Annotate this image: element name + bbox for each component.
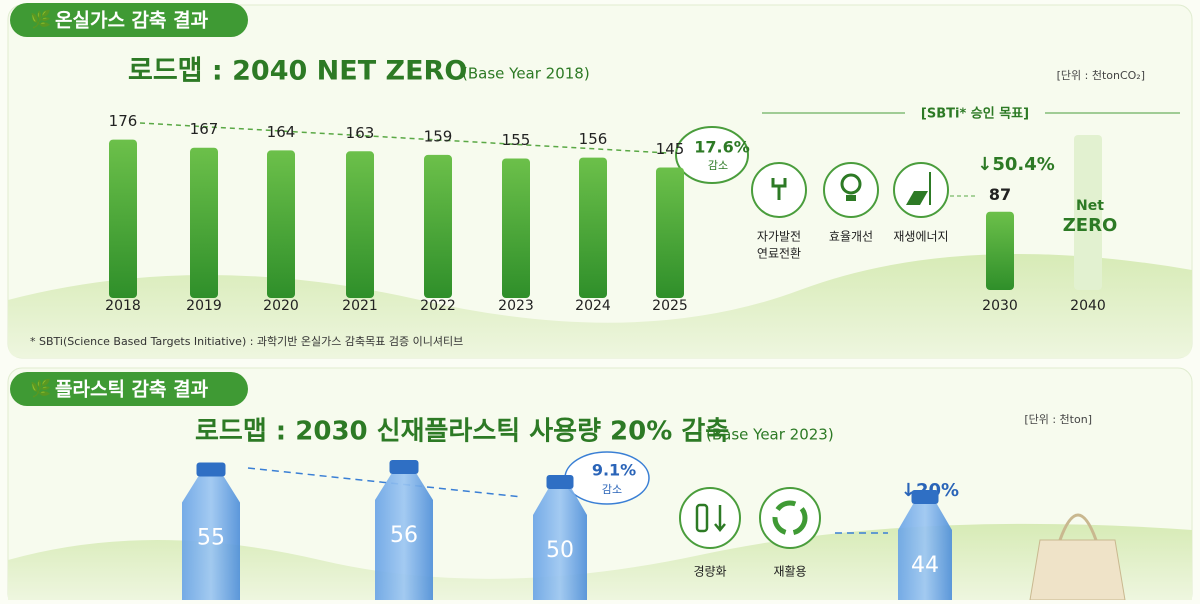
bottle-cap — [196, 462, 226, 477]
bottle — [375, 474, 433, 600]
year-label: 2025 — [652, 298, 688, 314]
bar — [656, 167, 684, 298]
year-label: 2020 — [263, 298, 299, 314]
bar — [346, 151, 374, 298]
target-change: ↓50.4% — [977, 154, 1055, 175]
value-label: 145 — [656, 140, 685, 158]
measure-label: 효율개선 — [829, 230, 873, 244]
value-label: 155 — [502, 131, 531, 149]
icon — [679, 487, 741, 549]
value-label: 163 — [346, 124, 375, 142]
icon — [823, 162, 879, 218]
bottle-value: 44 — [911, 553, 939, 578]
value-label: 159 — [424, 127, 453, 145]
measure-label: 재활용 — [773, 565, 806, 579]
base-year: (Base Year 2018) — [462, 65, 590, 83]
bag-handle — [1058, 513, 1098, 541]
unit: [단위 : 천ton] — [1024, 412, 1092, 426]
bottle-value: 56 — [390, 523, 418, 548]
bar — [502, 158, 530, 298]
bottle-cap — [911, 490, 939, 504]
measure-label: 재생에너지 — [893, 230, 948, 244]
bar — [267, 150, 295, 298]
unit: [단위 : 천tonCO₂] — [1057, 68, 1145, 82]
year-label: 2040 — [1070, 298, 1106, 314]
bottle-value: 50 — [546, 538, 574, 563]
icon-bulb — [846, 195, 856, 201]
icon-bulb — [840, 173, 862, 195]
leaf: 🌿 — [30, 9, 51, 30]
net-zero: ZERO — [1063, 215, 1118, 236]
measure-label: 연료전환 — [757, 247, 801, 261]
target-value: 87 — [989, 185, 1011, 204]
leaf: 🌿 — [30, 378, 51, 399]
trend-arrow — [139, 122, 669, 154]
year-label: 2030 — [982, 298, 1018, 314]
icon-panel — [906, 191, 928, 205]
title: 로드맵 : 2030 신재플라스틱 사용량 20% 감축 — [195, 417, 729, 447]
bottle — [533, 489, 587, 600]
bag — [1029, 539, 1126, 601]
bar — [424, 154, 452, 298]
title: 로드맵 : 2040 NET ZERO — [128, 56, 467, 87]
sbti-title: [SBTi* 승인 목표] — [921, 106, 1029, 122]
trend-arrow — [247, 467, 523, 498]
year-label: 2019 — [186, 298, 222, 314]
badge-text: 플라스틱 감축 결과 — [55, 379, 209, 401]
value-label: 176 — [109, 112, 138, 130]
year-label: 2018 — [105, 298, 141, 314]
bottle — [182, 476, 240, 600]
icon-arrow — [714, 505, 726, 532]
measure-label: 경량화 — [693, 565, 726, 579]
callout — [675, 126, 749, 184]
badge — [10, 372, 248, 406]
reduction-pct: 9.1% — [592, 461, 636, 480]
icon — [759, 487, 821, 549]
bar — [579, 157, 607, 298]
net-zero-bar — [1074, 135, 1102, 290]
hills — [8, 523, 1192, 600]
bottle — [898, 504, 952, 600]
reduction-label: 감소 — [602, 483, 622, 496]
reduction-label: 감소 — [708, 159, 728, 172]
year-label: 2022 — [420, 298, 456, 314]
icon-plug — [771, 178, 787, 200]
hills — [8, 254, 1192, 358]
bottle-value: 55 — [197, 526, 225, 551]
year-label: 2021 — [342, 298, 378, 314]
target-bar — [986, 211, 1014, 290]
value-label: 167 — [190, 120, 219, 138]
net-zero: Net — [1076, 198, 1104, 214]
badge-text: 온실가스 감축 결과 — [55, 10, 209, 32]
year-label: 2023 — [498, 298, 534, 314]
icon — [893, 162, 949, 218]
bottle-cap — [546, 475, 574, 489]
value-label: 164 — [267, 123, 296, 141]
measure-label: 자가발전 — [757, 230, 801, 244]
reduction-pct: 17.6% — [694, 138, 750, 157]
value-label: 156 — [579, 130, 608, 148]
bar — [190, 147, 218, 298]
bottle-cap — [389, 460, 419, 474]
icon-recycle — [772, 500, 808, 536]
icon-bottle — [695, 503, 709, 533]
year-label: 2024 — [575, 298, 611, 314]
base-year: (Base Year 2023) — [706, 426, 834, 444]
badge — [10, 3, 248, 37]
footnote: * SBTi(Science Based Targets Initiative)… — [30, 335, 463, 348]
bar — [109, 139, 137, 298]
